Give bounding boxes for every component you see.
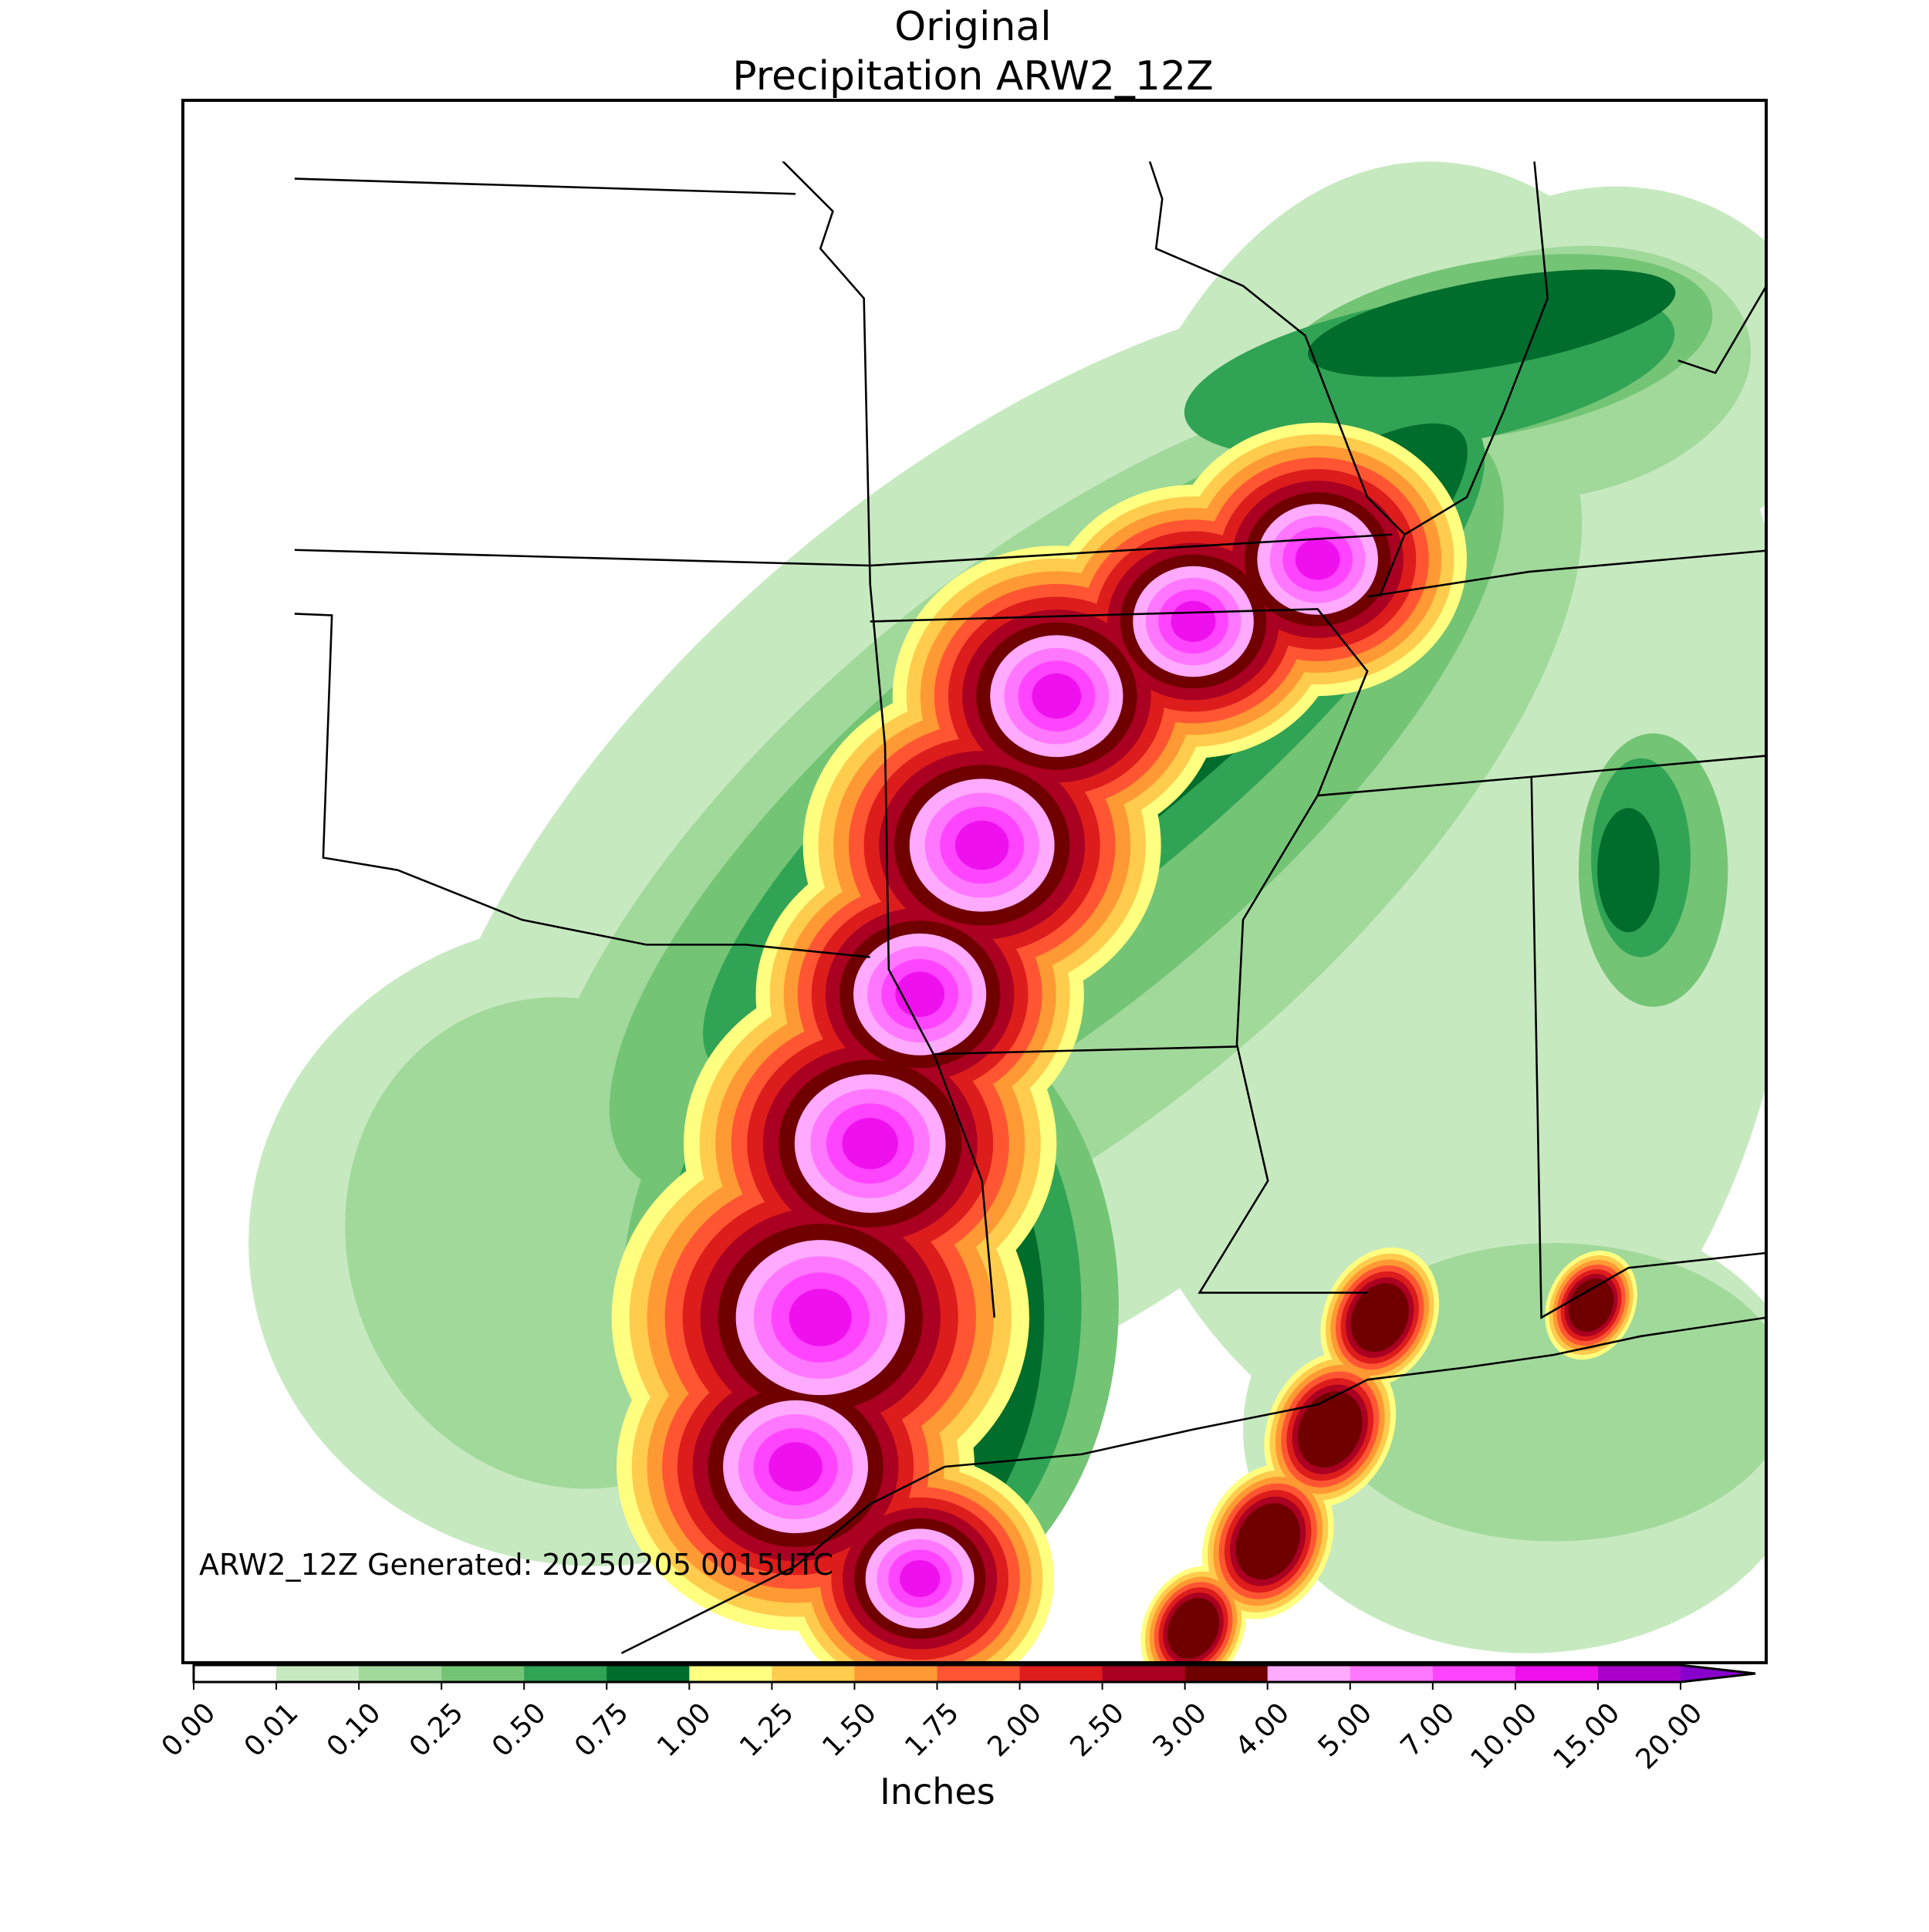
colorbar-swatch	[689, 1665, 772, 1682]
colorbar-swatch	[194, 1665, 277, 1682]
colorbar-extend	[1681, 1665, 1755, 1682]
colorbar-tick-label: 2.50	[1064, 1697, 1130, 1763]
colorbar-swatch	[772, 1665, 855, 1682]
precip-area	[1297, 1391, 1363, 1468]
precip-area	[1350, 1283, 1409, 1353]
colorbar-swatch	[1432, 1665, 1516, 1682]
colorbar: 0.00 0.01 0.10 0.25 0.50 0.75 1.00 1.25 1.50 1.75…	[156, 1663, 1756, 1775]
colorbar-swatch	[1515, 1665, 1599, 1682]
precip-area	[842, 1117, 898, 1170]
colorbar-label: Inches	[880, 1771, 995, 1812]
colorbar-tick-label: 0.75	[569, 1697, 635, 1763]
precip-area	[1235, 1503, 1301, 1580]
precip-area	[769, 1442, 823, 1491]
colorbar-tick-label: 1.50	[816, 1697, 883, 1763]
precip-area	[1597, 808, 1660, 933]
colorbar-tick-label: 15.00	[1548, 1697, 1627, 1775]
map-frame	[181, 99, 1768, 1664]
colorbar-tick-label: 2.00	[981, 1697, 1048, 1763]
colorbar-outline	[192, 1663, 1756, 1684]
colorbar-tick-label: 7.00	[1395, 1697, 1461, 1763]
precip-area	[954, 820, 1009, 870]
colorbar-tick-label: 20.00	[1630, 1697, 1709, 1775]
precip-area	[1308, 269, 1676, 377]
colorbar-tick-label: 0.50	[486, 1697, 552, 1763]
precip-field	[248, 161, 1766, 1663]
precip-area	[1568, 1278, 1614, 1332]
colorbar-swatch	[1597, 1665, 1681, 1682]
precip-area	[789, 1289, 852, 1346]
colorbar-tick-label: 1.25	[734, 1697, 800, 1763]
colorbar-tick-label: 0.25	[404, 1697, 470, 1763]
precip-area	[900, 1560, 941, 1597]
colorbar-swatch	[441, 1665, 525, 1682]
colorbar-tick-label: 3.00	[1147, 1697, 1213, 1763]
colorbar-tick-label: 0.00	[156, 1697, 222, 1763]
colorbar-swatch	[606, 1665, 690, 1682]
colorbar-tick-label: 10.00	[1464, 1697, 1543, 1775]
colorbar-tick-label: 1.75	[899, 1697, 965, 1763]
colorbar-swatch	[1102, 1665, 1186, 1682]
precip-area	[1295, 539, 1340, 580]
colorbar-swatch	[854, 1665, 937, 1682]
colorbar-swatch	[1019, 1665, 1103, 1682]
title-line: Precipitation ARW2_12Z	[732, 53, 1213, 100]
colorbar-tick-label: 4.00	[1230, 1697, 1296, 1763]
colorbar-swatch	[1267, 1665, 1351, 1682]
colorbar-swatch	[1350, 1665, 1434, 1682]
colorbar-swatch	[359, 1665, 442, 1682]
precip-area	[1167, 1597, 1220, 1659]
precip-area	[1171, 600, 1216, 643]
colorbar-tick-label: 0.01	[238, 1697, 305, 1763]
colorbar-swatch	[276, 1665, 360, 1682]
colorbar-swatch	[937, 1665, 1021, 1682]
colorbar-tick-label: 1.00	[651, 1697, 718, 1763]
colorbar-tick-label: 5.00	[1312, 1697, 1379, 1763]
colorbar-swatch	[524, 1665, 607, 1682]
precip-area	[1032, 673, 1082, 719]
title-line: Original	[894, 4, 1051, 50]
colorbar-tick-label: 0.10	[321, 1697, 387, 1763]
colorbar-swatch	[1184, 1665, 1269, 1682]
boundaries	[294, 161, 1768, 1654]
annotation: ARW2_12Z Generated: 20250205 0015UTC	[199, 1548, 833, 1582]
